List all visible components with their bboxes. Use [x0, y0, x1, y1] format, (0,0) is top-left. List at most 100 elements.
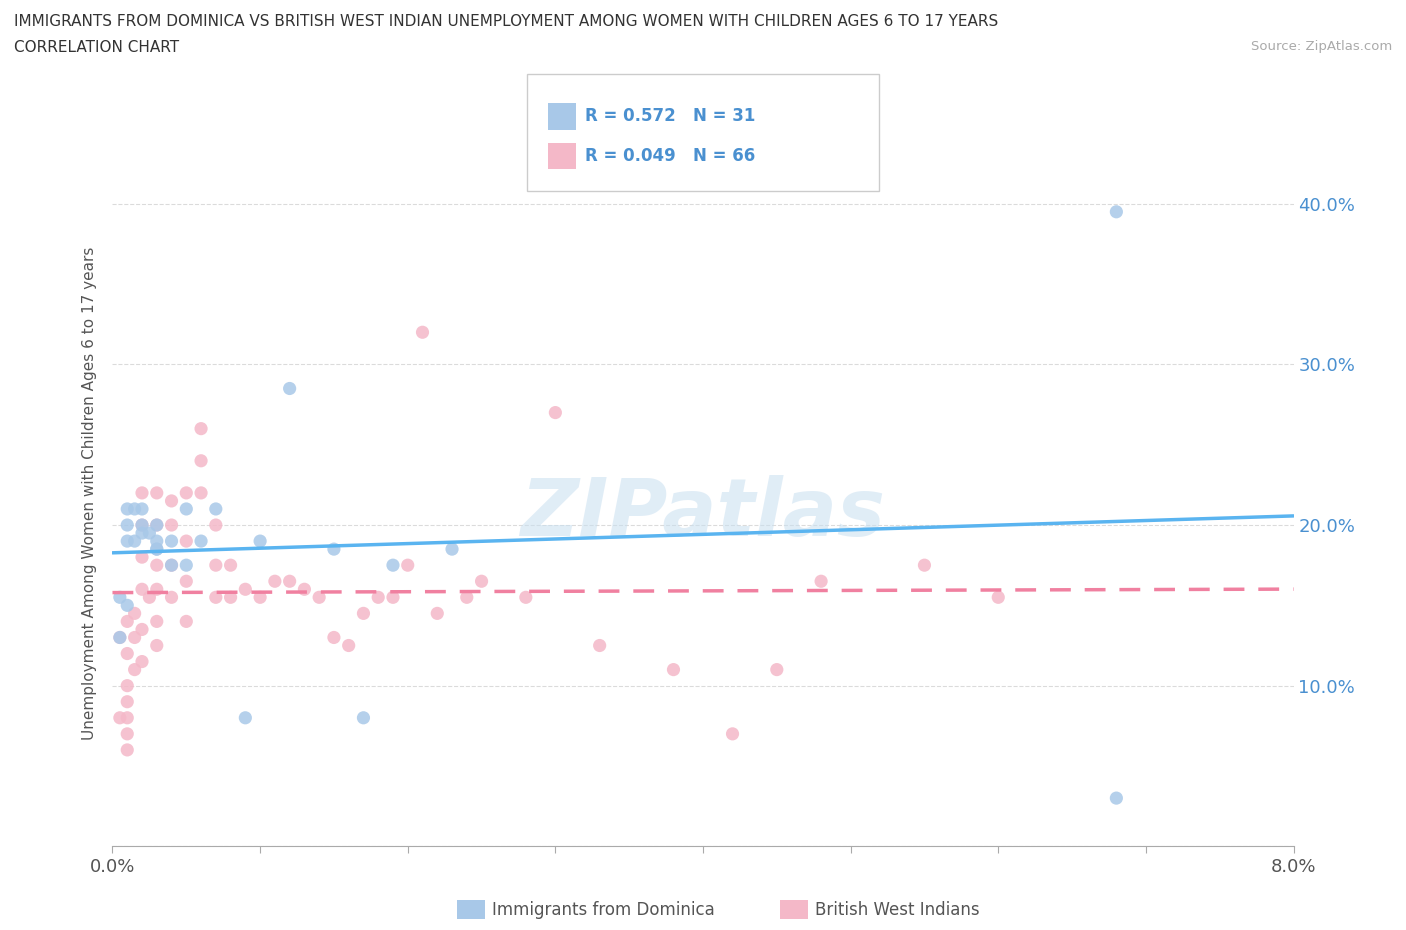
Text: R = 0.572   N = 31: R = 0.572 N = 31 — [585, 108, 755, 126]
Point — [515, 590, 537, 604]
Y-axis label: Unemployment Among Women with Children Ages 6 to 17 years: Unemployment Among Women with Children A… — [82, 246, 97, 739]
Point — [219, 590, 242, 604]
Point — [308, 590, 330, 604]
Point — [174, 485, 197, 500]
Point — [544, 405, 567, 420]
Point — [1105, 790, 1128, 805]
Point — [108, 630, 131, 644]
Text: British West Indians: British West Indians — [815, 900, 980, 919]
Point — [174, 558, 197, 573]
Point — [205, 558, 228, 573]
Point — [146, 558, 169, 573]
Point — [174, 574, 197, 589]
Point — [352, 711, 374, 725]
Point — [1105, 205, 1128, 219]
Text: CORRELATION CHART: CORRELATION CHART — [14, 40, 179, 55]
Point — [108, 711, 131, 725]
Point — [146, 582, 169, 597]
Point — [160, 558, 183, 573]
Point — [117, 742, 138, 757]
Point — [292, 582, 315, 597]
Point — [278, 574, 301, 589]
Point — [117, 726, 138, 741]
Point — [278, 381, 301, 396]
Point — [323, 630, 346, 644]
Point — [160, 518, 183, 533]
Point — [131, 485, 153, 500]
Point — [160, 534, 183, 549]
Point — [382, 590, 405, 604]
Point — [117, 711, 138, 725]
Point — [160, 494, 183, 509]
Point — [662, 662, 685, 677]
Point — [987, 590, 1010, 604]
Point — [249, 590, 271, 604]
Point — [108, 630, 131, 644]
Point — [117, 501, 138, 516]
Point — [205, 590, 228, 604]
Point — [131, 518, 153, 533]
Point — [412, 325, 434, 339]
Point — [441, 541, 464, 556]
Point — [160, 590, 183, 604]
Point — [131, 550, 153, 565]
Point — [131, 501, 153, 516]
Point — [146, 518, 169, 533]
Text: R = 0.049   N = 66: R = 0.049 N = 66 — [585, 147, 755, 165]
Point — [117, 695, 138, 710]
Point — [117, 518, 138, 533]
Point — [588, 638, 610, 653]
Point — [721, 726, 744, 741]
Text: Immigrants from Dominica: Immigrants from Dominica — [492, 900, 714, 919]
Point — [131, 518, 153, 533]
Point — [146, 541, 169, 556]
Point — [249, 534, 271, 549]
Point — [117, 646, 138, 661]
Text: Source: ZipAtlas.com: Source: ZipAtlas.com — [1251, 40, 1392, 53]
Point — [131, 582, 153, 597]
Point — [146, 541, 169, 556]
Point — [117, 534, 138, 549]
Text: IMMIGRANTS FROM DOMINICA VS BRITISH WEST INDIAN UNEMPLOYMENT AMONG WOMEN WITH CH: IMMIGRANTS FROM DOMINICA VS BRITISH WEST… — [14, 14, 998, 29]
Point — [146, 485, 169, 500]
Point — [131, 622, 153, 637]
Point — [124, 501, 146, 516]
Point — [205, 518, 228, 533]
Point — [323, 541, 346, 556]
Point — [367, 590, 389, 604]
Point — [146, 638, 169, 653]
Point — [337, 638, 360, 653]
Point — [131, 654, 153, 669]
Point — [456, 590, 478, 604]
Point — [124, 534, 146, 549]
Point — [471, 574, 494, 589]
Point — [190, 453, 212, 468]
Point — [190, 421, 212, 436]
Point — [174, 534, 197, 549]
Point — [124, 606, 146, 621]
Point — [117, 678, 138, 693]
Point — [146, 614, 169, 629]
Point — [382, 558, 405, 573]
Point — [160, 558, 183, 573]
Point — [914, 558, 936, 573]
Point — [190, 534, 212, 549]
Point — [396, 558, 419, 573]
Point — [765, 662, 787, 677]
Point — [146, 518, 169, 533]
Point — [138, 525, 160, 540]
Point — [174, 501, 197, 516]
Point — [117, 614, 138, 629]
Point — [117, 598, 138, 613]
Point — [138, 590, 160, 604]
Point — [233, 582, 256, 597]
Point — [219, 558, 242, 573]
Point — [124, 662, 146, 677]
Point — [131, 525, 153, 540]
Point — [233, 711, 256, 725]
Point — [205, 501, 228, 516]
Point — [426, 606, 449, 621]
Text: ZIPatlas: ZIPatlas — [520, 475, 886, 553]
Point — [264, 574, 287, 589]
Point — [190, 485, 212, 500]
